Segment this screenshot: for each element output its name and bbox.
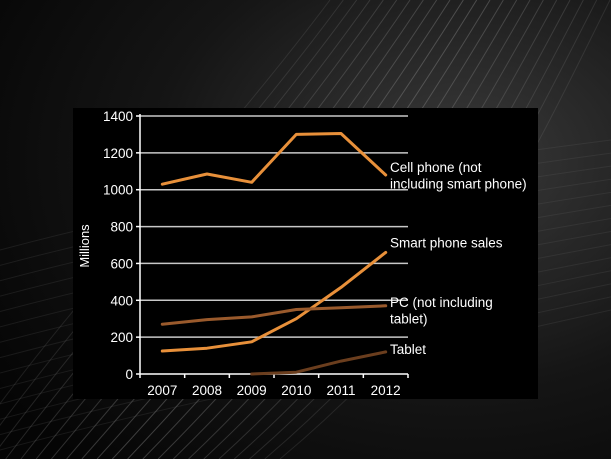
- y-tick-label: 600: [110, 256, 133, 271]
- series-label: Tablet: [390, 342, 426, 357]
- x-tick-label: 2011: [326, 383, 355, 398]
- x-tick-label: 2012: [371, 383, 401, 398]
- series-line: [250, 350, 388, 376]
- y-tick-label: 0: [125, 367, 133, 382]
- series-line: [160, 304, 388, 326]
- series-label: tablet): [390, 311, 428, 326]
- series-line: [160, 132, 388, 186]
- y-tick-label: 1400: [103, 109, 133, 124]
- x-tick-label: 2007: [147, 383, 177, 398]
- x-tick-label: 2009: [237, 383, 267, 398]
- series-label: including smart phone): [390, 176, 527, 191]
- y-tick-label: 200: [110, 330, 133, 345]
- series-lines: [160, 132, 388, 376]
- y-tick-label: 400: [110, 293, 133, 308]
- y-tick-label: 1000: [103, 183, 133, 198]
- y-axis-ticks: 0 200 400 600 800 1000 1200 1400: [103, 109, 140, 382]
- series-label: PC (not including: [390, 295, 493, 310]
- x-tick-label: 2010: [281, 383, 311, 398]
- y-axis-label: Millions: [77, 224, 92, 268]
- series-line: [160, 250, 388, 353]
- series-label: Smart phone sales: [390, 235, 503, 250]
- y-tick-label: 800: [110, 220, 133, 235]
- series-label: Cell phone (not: [390, 160, 482, 175]
- x-axis-ticks: 2007 2008 2009 2010 2011 2012: [139, 374, 409, 398]
- chart-panel: [73, 108, 538, 399]
- x-tick-label: 2008: [192, 383, 222, 398]
- y-tick-label: 1200: [103, 146, 133, 161]
